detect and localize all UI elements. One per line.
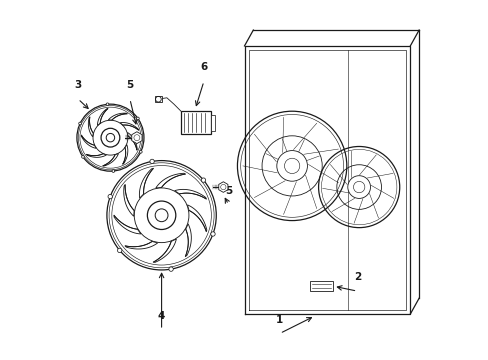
Polygon shape [125, 242, 158, 249]
Circle shape [147, 201, 176, 229]
Polygon shape [187, 205, 206, 231]
Circle shape [117, 248, 122, 253]
FancyBboxPatch shape [309, 281, 332, 291]
Polygon shape [185, 224, 191, 256]
Circle shape [139, 150, 142, 153]
Polygon shape [131, 132, 142, 144]
Circle shape [108, 194, 112, 199]
Text: 1: 1 [276, 315, 283, 325]
Polygon shape [81, 135, 96, 148]
Text: 3: 3 [74, 80, 81, 90]
Circle shape [347, 176, 370, 198]
FancyBboxPatch shape [210, 114, 215, 131]
Polygon shape [86, 154, 106, 157]
Circle shape [79, 122, 81, 125]
Polygon shape [120, 122, 138, 130]
Polygon shape [153, 239, 176, 262]
Circle shape [150, 159, 154, 163]
Circle shape [106, 134, 114, 142]
Circle shape [106, 103, 109, 105]
Polygon shape [174, 189, 206, 199]
Circle shape [168, 267, 173, 271]
Circle shape [201, 178, 205, 182]
Polygon shape [218, 182, 227, 192]
Circle shape [81, 156, 84, 158]
Polygon shape [108, 113, 127, 120]
Circle shape [101, 128, 120, 147]
Polygon shape [114, 215, 141, 234]
Circle shape [136, 117, 139, 120]
Text: 2: 2 [353, 272, 360, 282]
FancyBboxPatch shape [154, 96, 162, 102]
Circle shape [155, 209, 168, 222]
Polygon shape [122, 145, 127, 164]
Polygon shape [102, 153, 118, 166]
Text: 5: 5 [126, 80, 133, 90]
Polygon shape [97, 109, 108, 126]
Text: 6: 6 [200, 62, 207, 72]
Polygon shape [244, 46, 409, 314]
Circle shape [112, 170, 115, 172]
Text: 4: 4 [158, 311, 165, 321]
Circle shape [210, 232, 215, 236]
FancyBboxPatch shape [181, 111, 210, 134]
Polygon shape [127, 132, 137, 150]
Polygon shape [156, 173, 185, 188]
Text: 5: 5 [224, 186, 232, 196]
Circle shape [276, 150, 307, 181]
Polygon shape [88, 117, 93, 137]
Polygon shape [123, 185, 134, 216]
Polygon shape [139, 168, 153, 198]
